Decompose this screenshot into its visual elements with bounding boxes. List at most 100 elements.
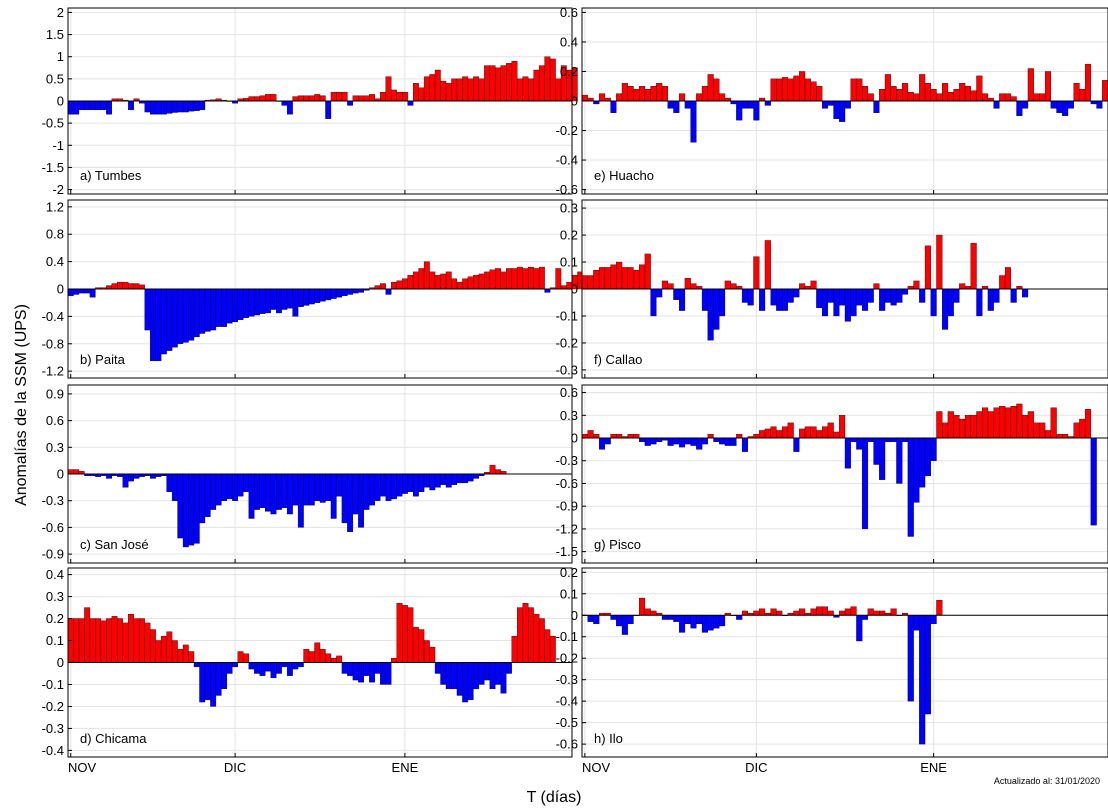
bar [363,662,370,676]
bar [560,285,567,290]
bar [467,473,474,482]
bar [827,100,834,106]
bar [144,288,151,331]
bar [913,437,920,503]
panel-frame [581,384,1108,564]
bar [999,275,1006,290]
bar [341,91,348,102]
bar [341,288,348,297]
y-tick-label: -0.6 [42,520,64,535]
bar [391,281,397,290]
bar [538,266,545,290]
bar [953,89,960,102]
bar [221,662,228,690]
bar [456,78,463,102]
bar [839,288,846,306]
bar [451,662,458,690]
bar [210,473,217,510]
bar [506,268,512,290]
bar [265,288,271,314]
bar [867,608,874,616]
bar [924,245,931,290]
bar [89,618,96,663]
bar [741,437,748,452]
x-axis-title: T (días) [527,789,582,806]
bar [259,473,266,508]
panel-label: f) Callao [594,352,642,367]
bar [489,269,496,290]
bar [171,288,178,348]
bar [816,86,823,102]
bar [656,288,663,298]
bar [495,469,501,475]
bar [199,288,206,334]
bar [149,473,156,479]
bar [959,83,966,102]
bar [1004,267,1011,290]
bar [451,78,458,102]
bar [656,437,663,442]
bar [976,411,983,439]
bar [396,473,403,497]
bar [67,469,74,475]
bar [89,288,96,298]
bar [352,95,359,102]
bar [292,473,299,506]
bar [879,610,886,616]
bar [638,437,646,442]
bar [856,78,863,102]
bar [286,473,293,515]
bar [396,602,403,663]
bar [259,288,266,314]
bar [879,288,886,311]
bar [401,91,408,102]
y-tick-label: -1.2 [42,364,64,379]
panel-1: -2 -1.5 -1 -0.5 0 0.5 1 1.5 2 a) Tumbes [42,5,578,197]
bar [821,100,829,109]
bar [942,422,949,439]
bar [930,615,937,625]
bar [707,288,714,341]
bar [445,271,452,290]
bar [182,473,189,548]
y-tick-label: -1.2 [556,521,578,536]
bar [673,437,680,445]
bar [232,288,239,323]
bar [160,100,167,115]
bar [325,288,332,301]
bar [930,288,937,317]
bar [281,662,288,668]
bar [128,283,134,290]
bar [319,288,326,302]
bar [533,613,540,663]
bar [713,288,720,330]
bar [1010,96,1017,102]
bar [385,76,392,102]
bar [418,629,425,663]
bar [347,473,354,533]
bar [679,93,686,102]
bar [999,406,1006,439]
bar [1027,68,1034,102]
bar [679,437,686,448]
bar [407,607,414,663]
bar [445,662,452,690]
bar [538,618,545,663]
y-tick-label: 0 [571,608,578,623]
bar [319,473,326,503]
bar [833,288,840,317]
y-tick-label: -2 [52,182,64,197]
y-tick-label: -0.6 [556,737,578,752]
bar [451,473,458,485]
y-tick-label: 2 [57,5,64,20]
bar [793,610,800,616]
bar [690,615,697,629]
bar [144,622,151,663]
bar [719,93,726,102]
panel-background [582,568,1108,757]
bar [478,662,485,685]
bar [204,288,211,332]
bar [106,473,113,479]
bar [363,95,370,102]
y-tick-label: -0.2 [556,123,578,138]
